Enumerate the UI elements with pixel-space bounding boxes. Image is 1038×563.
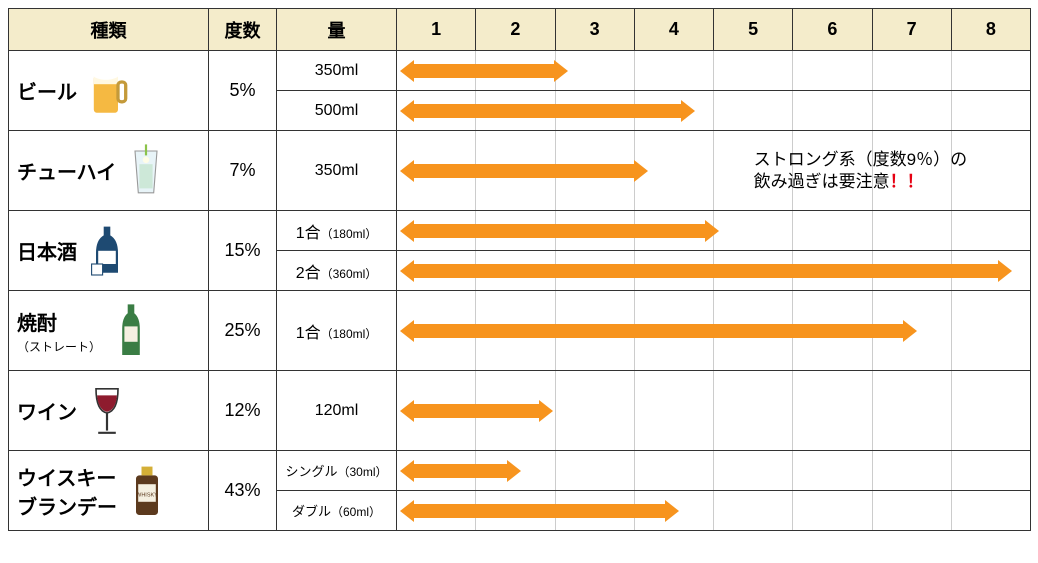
wine-icon bbox=[85, 383, 129, 439]
value-bar bbox=[411, 464, 510, 478]
value-bar bbox=[411, 504, 668, 518]
abv-value: 25% bbox=[209, 291, 277, 371]
abv-value: 7% bbox=[209, 131, 277, 211]
header-type: 種類 bbox=[9, 9, 209, 51]
header-abv: 度数 bbox=[209, 9, 277, 51]
abv-value: 15% bbox=[209, 211, 277, 291]
amount-label: シングル（30ml） bbox=[277, 451, 397, 491]
alcohol-units-chart: 種類 度数 量 12345678 ビール5%350ml500mlチューハイ7%3… bbox=[8, 8, 1031, 531]
scale-tick: 3 bbox=[555, 9, 634, 50]
drink-type-sub: （ストレート） bbox=[17, 338, 101, 355]
value-bar bbox=[411, 104, 684, 118]
abv-value: 5% bbox=[209, 51, 277, 131]
sake-icon bbox=[85, 223, 129, 279]
header-row: 種類 度数 量 12345678 bbox=[9, 9, 1031, 51]
value-bar bbox=[411, 324, 906, 338]
drink-type-label: ビール bbox=[17, 82, 77, 104]
table-row: ワイン 12%120ml bbox=[9, 371, 1031, 451]
header-scale: 12345678 bbox=[397, 9, 1031, 51]
scale-cell bbox=[397, 291, 1031, 371]
drink-type-label: ウイスキーブランデー bbox=[17, 468, 117, 519]
header-amount: 量 bbox=[277, 9, 397, 51]
scale-cell: ストロング系（度数9％）の飲み過ぎは要注意！！ bbox=[397, 131, 1031, 211]
value-bar bbox=[411, 164, 637, 178]
scale-tick: 2 bbox=[475, 9, 554, 50]
svg-text:WHISKY: WHISKY bbox=[136, 492, 158, 498]
scale-cell bbox=[397, 91, 1031, 131]
scale-cell bbox=[397, 211, 1031, 251]
scale-tick: 4 bbox=[634, 9, 713, 50]
scale-cell bbox=[397, 251, 1031, 291]
amount-label: 500ml bbox=[277, 91, 397, 131]
table-row: ビール5%350ml bbox=[9, 51, 1031, 91]
amount-label: 1合（180ml） bbox=[277, 211, 397, 251]
abv-value: 12% bbox=[209, 371, 277, 451]
drink-type-label: チューハイ bbox=[17, 162, 116, 184]
table-row: ウイスキーブランデーWHISKY43%シングル（30ml） bbox=[9, 451, 1031, 491]
scale-tick: 7 bbox=[872, 9, 951, 50]
amount-label: 1合（180ml） bbox=[277, 291, 397, 371]
abv-value: 43% bbox=[209, 451, 277, 531]
amount-label: 2合（360ml） bbox=[277, 251, 397, 291]
table-row: チューハイ 7%350mlストロング系（度数9％）の飲み過ぎは要注意！！ bbox=[9, 131, 1031, 211]
table-row: 日本酒15%1合（180ml） bbox=[9, 211, 1031, 251]
table-row: 焼酎 （ストレート） 25%1合（180ml） bbox=[9, 291, 1031, 371]
shochu-icon bbox=[109, 303, 153, 359]
scale-tick: 1 bbox=[397, 9, 475, 50]
drink-type-label: 日本酒 bbox=[17, 242, 77, 264]
scale-cell bbox=[397, 451, 1031, 491]
value-bar bbox=[411, 224, 708, 238]
drink-type-label: ワイン bbox=[17, 402, 77, 424]
beer-icon bbox=[85, 63, 129, 119]
scale-tick: 6 bbox=[792, 9, 871, 50]
drink-type-label: 焼酎 bbox=[17, 313, 57, 335]
value-bar bbox=[411, 404, 542, 418]
whisky-icon: WHISKY bbox=[125, 463, 169, 519]
scale-cell bbox=[397, 371, 1031, 451]
chuhai-icon bbox=[124, 143, 168, 199]
amount-label: 350ml bbox=[277, 51, 397, 91]
amount-label: 120ml bbox=[277, 371, 397, 451]
value-bar bbox=[411, 64, 557, 78]
value-bar bbox=[411, 264, 1001, 278]
scale-cell bbox=[397, 51, 1031, 91]
scale-tick: 5 bbox=[713, 9, 792, 50]
amount-label: ダブル（60ml） bbox=[277, 491, 397, 531]
scale-cell bbox=[397, 491, 1031, 531]
scale-tick: 8 bbox=[951, 9, 1030, 50]
amount-label: 350ml bbox=[277, 131, 397, 211]
